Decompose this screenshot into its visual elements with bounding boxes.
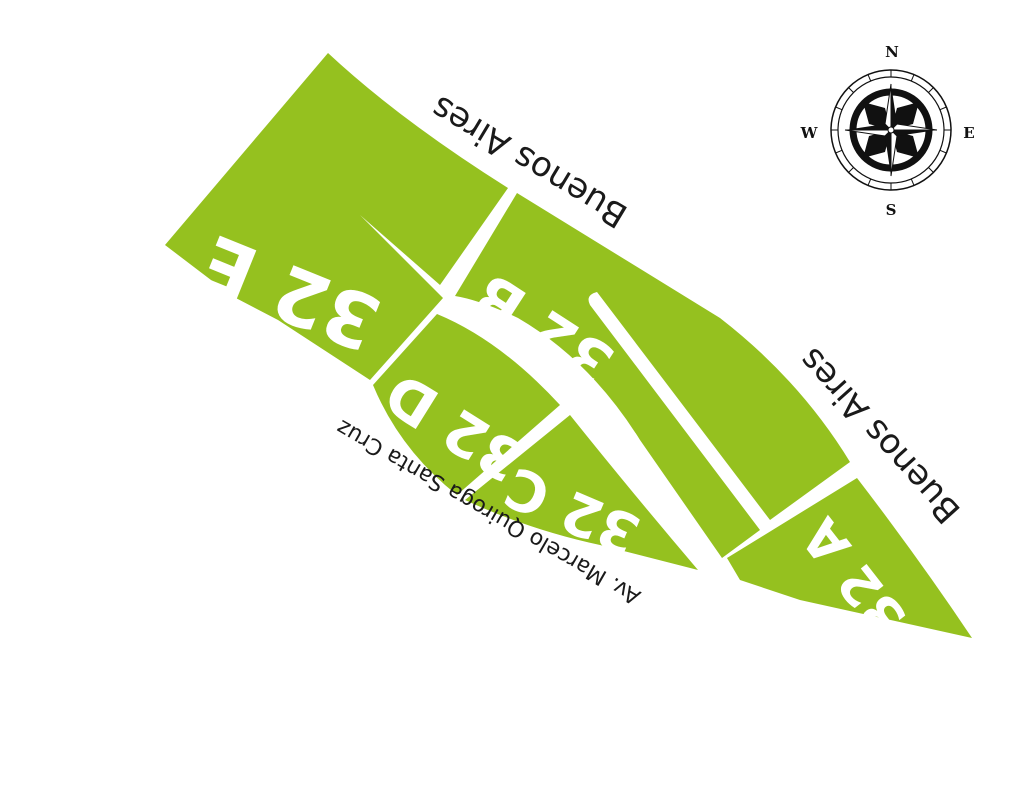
compass-west-label: W [800,124,819,142]
compass-east-label: E [963,124,974,142]
compass-south-label: S [886,201,897,219]
compass-rose-icon [831,70,951,190]
compass-north-label: N [885,43,899,61]
